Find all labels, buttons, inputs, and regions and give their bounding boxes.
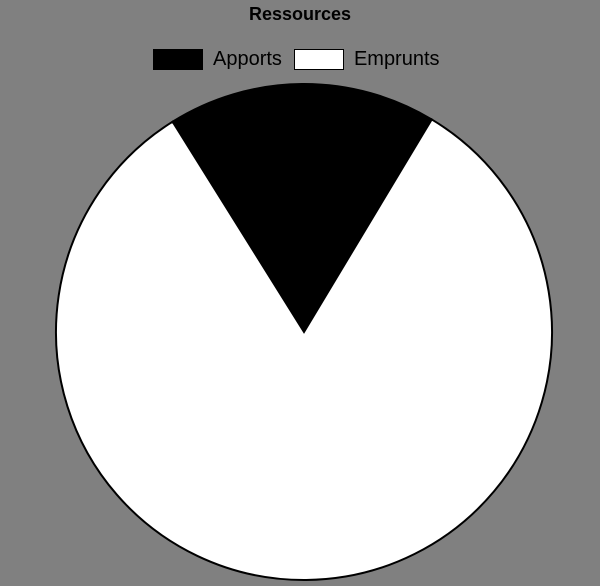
- legend-item-emprunts[interactable]: Emprunts: [293, 48, 440, 71]
- legend: Apports Emprunts: [153, 48, 452, 71]
- legend-label-emprunts: Emprunts: [353, 48, 440, 70]
- legend-label-apports: Apports: [213, 48, 282, 70]
- chart-title: Ressources: [248, 4, 352, 24]
- legend-swatch-apports: [153, 49, 203, 70]
- pie-slice-emprunts[interactable]: [55, 118, 553, 581]
- legend-swatch-emprunts: [293, 49, 344, 70]
- legend-item-apports[interactable]: Apports: [153, 48, 282, 71]
- pie-slice-apports[interactable]: [171, 83, 434, 334]
